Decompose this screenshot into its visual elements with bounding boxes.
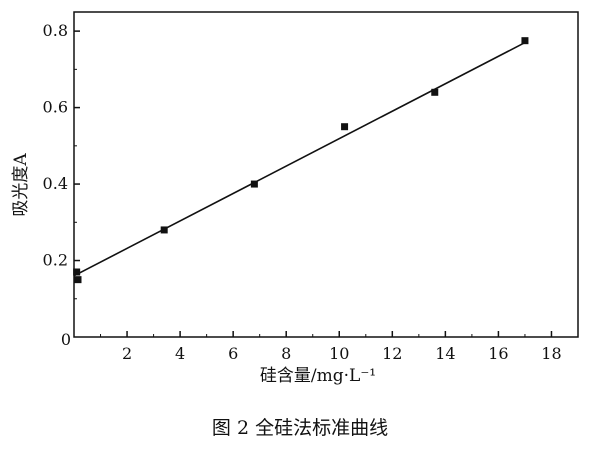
x-tick-label: 16 <box>488 344 508 363</box>
fit-line-group <box>73 41 526 277</box>
data-point <box>521 37 529 45</box>
x-tick-label: 18 <box>541 344 561 363</box>
data-point <box>250 180 258 188</box>
y-tick-label: 0.6 <box>43 98 68 117</box>
y-axis-title: 吸光度A <box>11 153 31 217</box>
data-point <box>341 123 349 131</box>
x-tick-label: 4 <box>175 344 185 363</box>
x-tick-label: 6 <box>228 344 238 363</box>
y-tick-label: 0.8 <box>43 21 68 40</box>
x-tick-label: 8 <box>281 344 291 363</box>
y-tick-label: 0.4 <box>43 174 68 193</box>
x-axis-ticks: 2 4 6 8 10 12 14 16 18 <box>100 331 562 363</box>
fit-line <box>73 41 526 277</box>
data-point <box>74 276 82 284</box>
plot-border <box>73 11 579 338</box>
y-tick-label: 0.2 <box>43 251 68 270</box>
x-tick-label: 12 <box>382 344 402 363</box>
y-axis-ticks: 0.2 0.4 0.6 0.8 <box>43 21 80 300</box>
x-tick-label: 10 <box>329 344 349 363</box>
x-tick-label: 14 <box>435 344 455 363</box>
plot-frame <box>73 11 579 338</box>
x-axis-title: 硅含量/mg·L⁻¹ <box>260 366 376 386</box>
figure-caption: 图 2 全硅法标准曲线 <box>212 417 388 439</box>
origin-label: 0 <box>61 330 71 349</box>
x-tick-label: 2 <box>122 344 132 363</box>
data-points <box>73 37 529 284</box>
data-point <box>73 268 81 276</box>
data-point <box>431 88 439 96</box>
data-point <box>160 226 168 234</box>
